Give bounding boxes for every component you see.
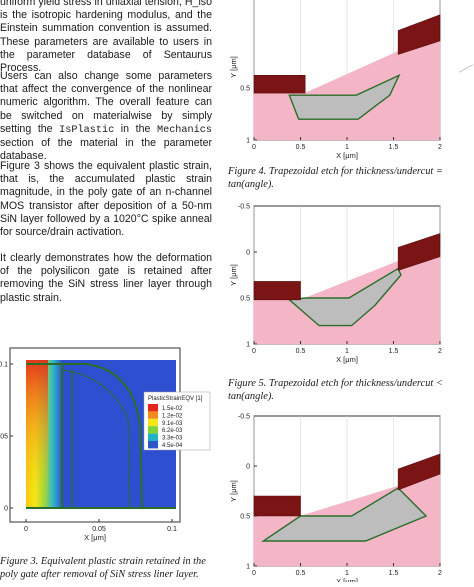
plot-ytick-label: 0.5 bbox=[240, 85, 250, 92]
plot-xtick-label: 1 bbox=[345, 348, 349, 355]
plot-ytick-label: -0.5 bbox=[238, 204, 250, 211]
figure-4-caption-text: Figure 4. Trapezoidal etch for thickness… bbox=[228, 166, 443, 190]
figure-3-legend-swatch bbox=[148, 418, 158, 427]
left-column: uniform yield stress in uniaxial tension… bbox=[0, 0, 212, 582]
figure-3-legend-swatch bbox=[148, 433, 158, 441]
figure-4-plot: 0 0.5 1 1.5 20.51X [μm]Y [μm] bbox=[229, 0, 442, 160]
figure-4: 0 0.5 1 1.5 2 0.5 1 X [μm] Y [μm] bbox=[222, 0, 458, 164]
plot-ytick-label: 0 bbox=[246, 250, 250, 257]
plot-x-label: X [μm] bbox=[336, 151, 358, 160]
plot-y-label: Y [μm] bbox=[229, 480, 238, 502]
figure-3-legend-title: PlasticStrainEQV [1] bbox=[148, 396, 203, 402]
plot-x-label: X [μm] bbox=[336, 355, 358, 364]
figure-3-legend-value: 6.2e-03 bbox=[162, 428, 183, 434]
figure-5-caption-text: Figure 5. Trapezoidal etch for thickness… bbox=[228, 378, 443, 402]
mask-region bbox=[397, 14, 441, 55]
plot-x-label: X [μm] bbox=[336, 577, 358, 582]
plot-ytick-label: 1 bbox=[246, 342, 250, 349]
plot-ytick-label: 0.5 bbox=[240, 296, 250, 303]
plot-xtick-label: 0 bbox=[252, 144, 256, 151]
mechanics-keyword: Mechanics bbox=[156, 124, 212, 136]
figure-3-ytick-label: 0.05 bbox=[0, 434, 8, 441]
figure-6: 0 0.5 1 1.5 2 -0.5 0 0.5 1 X [μm] Y [μm] bbox=[222, 408, 458, 587]
paragraph-3-text: Figure 3 shows the equivalent plastic st… bbox=[0, 160, 212, 239]
figure-3-caption-text: Figure 3. Equivalent plastic strain reta… bbox=[0, 556, 206, 580]
plot-xtick-label: 0 bbox=[252, 348, 256, 355]
plot-xtick-label: 1 bbox=[345, 144, 349, 151]
figure-3-legend-swatch bbox=[148, 441, 158, 449]
plot-ytick-label: 1 bbox=[246, 564, 250, 571]
figure-5: 0 0.5 1 1.5 2 -0.5 0 0.5 1 X [μm] Y [μm] bbox=[222, 198, 458, 372]
plot-ytick-label: 1 bbox=[246, 138, 250, 145]
plot-ytick-label: 0 bbox=[246, 464, 250, 471]
figure-5-caption: Figure 5. Trapezoidal etch for thickness… bbox=[228, 378, 472, 403]
plot-xtick-label: 0.5 bbox=[296, 348, 306, 355]
figure-3-legend-swatch bbox=[148, 404, 158, 412]
figure-3-legend: PlasticStrainEQV [1] 1.5e-021.2e-02 9.1e-… bbox=[143, 391, 211, 451]
figure-3-legend-value: 1.5e-02 bbox=[162, 406, 183, 412]
figure-3-ytick-label: 0.1 bbox=[0, 362, 8, 369]
paragraph-3: Figure 3 shows the equivalent plastic st… bbox=[0, 160, 212, 239]
decorative-line bbox=[458, 64, 474, 73]
etch-region bbox=[287, 267, 402, 327]
figure-3-liner-outline bbox=[61, 369, 131, 509]
mask-region bbox=[397, 233, 441, 271]
plot-xtick-label: 1.5 bbox=[389, 570, 399, 577]
plot-xtick-label: 1.5 bbox=[389, 348, 399, 355]
paragraph-1-part-1: uniform yield stress in uniaxial tension… bbox=[0, 0, 212, 8]
mask-region bbox=[253, 75, 306, 94]
figure-3-heat-peak bbox=[26, 360, 48, 508]
figure-3: PlasticStrainEQV [1] 1.5e-02 1.2e-02 9.1e-… bbox=[0, 340, 212, 580]
figure-3-legend-value: 4.5e-04 bbox=[162, 443, 183, 449]
plot-xtick-label: 2 bbox=[438, 348, 442, 355]
figure-3-legend-swatch bbox=[148, 426, 158, 434]
etch-region bbox=[288, 73, 401, 120]
figure-3-legend-value: 3.3e-03 bbox=[162, 436, 183, 442]
paragraph-2-part-5: section of the material in the parameter… bbox=[0, 137, 212, 163]
plot-y-label: Y [μm] bbox=[229, 56, 238, 78]
plot-ytick-label: -0.5 bbox=[238, 414, 250, 421]
figure-3-xtick-label: 0.1 bbox=[167, 526, 177, 533]
figure-5-plot: 0 0.5 1 1.5 2-0.500.51X [μm]Y [μm] bbox=[229, 204, 442, 365]
paragraph-1-part-2: is the isotropic hardening modulus, and … bbox=[0, 9, 212, 75]
mask-region bbox=[397, 453, 441, 491]
figure-3-legend-value: 9.1e-03 bbox=[162, 421, 183, 427]
plot-xtick-label: 0 bbox=[252, 570, 256, 577]
plot-xtick-label: 1.5 bbox=[389, 144, 399, 151]
figure-3-plot: PlasticStrainEQV [1] 1.5e-021.2e-02 9.1e-… bbox=[0, 347, 211, 542]
paragraph-1: uniform yield stress in uniaxial tension… bbox=[0, 0, 212, 75]
mask-region bbox=[253, 281, 301, 301]
figure-3-spacer-outline bbox=[62, 363, 143, 509]
paragraph-4-text: It clearly demonstrates how the deformat… bbox=[0, 252, 212, 304]
paragraph-2-part-1: Users can also change some parameters th… bbox=[0, 70, 212, 135]
figure-3-ytick-label: 0 bbox=[4, 506, 8, 513]
figure-3-legend-value: 1.2e-02 bbox=[162, 413, 183, 419]
plot-xtick-label: 0.5 bbox=[296, 144, 306, 151]
figure-4-caption: Figure 4. Trapezoidal etch for thickness… bbox=[228, 166, 472, 191]
figure-3-legend-swatch bbox=[148, 411, 158, 419]
figure-3-caption: Figure 3. Equivalent plastic strain reta… bbox=[0, 556, 212, 581]
plot-y-label: Y [μm] bbox=[229, 264, 238, 286]
isplastic-keyword: IsPlastic bbox=[59, 124, 115, 136]
paragraph-4: It clearly demonstrates how the deformat… bbox=[0, 252, 212, 305]
paragraph-2: Users can also change some parameters th… bbox=[0, 70, 212, 163]
plot-xtick-label: 2 bbox=[438, 144, 442, 151]
plot-ytick-label: 0.5 bbox=[240, 514, 250, 521]
plot-xtick-label: 0.5 bbox=[296, 570, 306, 577]
paragraph-2-part-3: in the bbox=[114, 122, 157, 135]
figure-3-xtick-label: 0.05 bbox=[92, 526, 106, 533]
plot-xtick-label: 2 bbox=[438, 570, 442, 577]
mask-region bbox=[253, 495, 301, 517]
figure-6-plot: 0 0.5 1 1.5 2-0.500.51X [μm]Y [μm] bbox=[229, 414, 442, 587]
plot-xtick-label: 1 bbox=[345, 570, 349, 577]
figure-3-x-label: X [μm] bbox=[84, 533, 106, 542]
figure-3-xtick-label: 0 bbox=[24, 526, 28, 533]
